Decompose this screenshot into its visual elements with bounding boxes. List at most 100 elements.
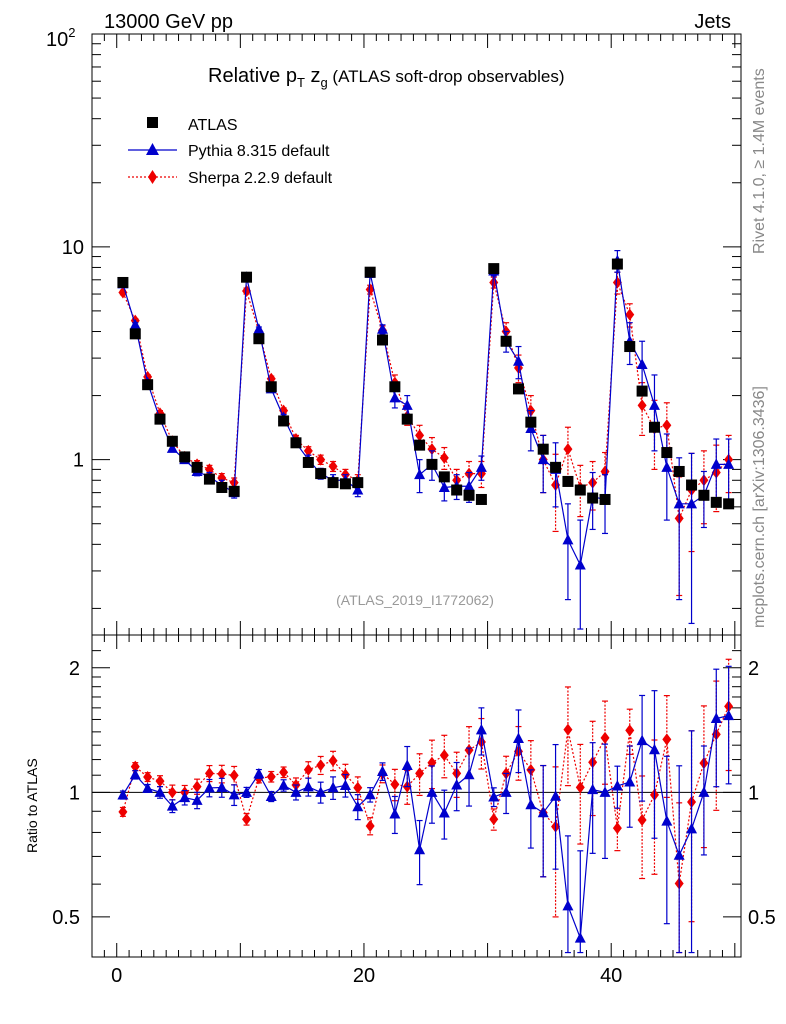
axes-layer: 0 20 40 1 10 102 0.5 0.5 1 1 2 2 (46, 25, 776, 987)
pythia-ratio-point (636, 734, 648, 746)
sherpa-point (217, 471, 227, 484)
atlas-point (624, 341, 636, 353)
atlas-point (599, 493, 611, 505)
x-tick-label: 0 (111, 965, 122, 987)
atlas-point (253, 333, 265, 345)
atlas-point (179, 451, 191, 463)
atlas-point (377, 334, 389, 346)
pythia-point (166, 442, 178, 453)
sherpa-point (439, 451, 449, 464)
pythia-point (352, 484, 364, 495)
ratio-y-tick-label-right: 0.5 (748, 907, 776, 929)
sherpa-ratio-point (155, 775, 165, 788)
sherpa-point (563, 443, 573, 456)
pythia-ratio-point (525, 798, 537, 810)
pythia-ratio-point (723, 709, 735, 721)
chart-title: Relative pT zg (ATLAS soft-drop observab… (208, 65, 565, 90)
pythia-point (661, 461, 673, 472)
pythia-ratio-point (500, 786, 512, 797)
atlas-point (723, 498, 735, 510)
pythia-ratio-point (302, 780, 314, 792)
marks-layer (117, 249, 735, 954)
sherpa-point (316, 453, 326, 466)
sherpa-ratio-point (130, 760, 140, 773)
pythia-ratio-point (673, 849, 685, 860)
atlas-point (315, 468, 327, 480)
pythia-point (562, 533, 574, 545)
pythia-ratio-point (463, 768, 475, 780)
pythia-ratio-point (216, 781, 228, 793)
pythia-point (129, 318, 141, 330)
rivet-label: Rivet 4.1.0, ≥ 1.4M events (751, 68, 768, 254)
pythia-ratio-point (364, 788, 376, 800)
atlas-point (216, 481, 228, 493)
sherpa-ratio-point (279, 766, 289, 779)
legend: ATLAS Pythia 8.315 default Sherpa 2.2.9 … (128, 117, 333, 187)
atlas-point (512, 383, 524, 395)
atlas-point (129, 328, 141, 340)
pythia-ratio-point (648, 743, 660, 755)
atlas-point (241, 271, 253, 283)
sherpa-ratio-point (390, 778, 400, 791)
header-energy: 13000 GeV pp (104, 11, 233, 33)
sherpa-ratio-point (612, 822, 622, 835)
atlas-point (562, 475, 574, 487)
pythia-ratio-point (191, 794, 203, 805)
pythia-point (525, 422, 537, 434)
sherpa-point (427, 443, 437, 456)
atlas-point (698, 489, 710, 501)
pythia-ratio-point (154, 786, 166, 797)
pythia-ratio-point (377, 765, 389, 776)
sherpa-ratio-point (575, 781, 585, 794)
pythia-ratio-point (512, 732, 524, 744)
atlas-point (278, 415, 290, 427)
atlas-point (648, 421, 660, 433)
sherpa-ratio-point (217, 767, 227, 780)
pythia-ratio-point (129, 768, 141, 780)
atlas-point (327, 477, 339, 489)
pythia-ratio-point (698, 786, 710, 797)
pythia-point (253, 323, 265, 334)
atlas-point (166, 435, 178, 447)
x-tick-label: 20 (353, 965, 375, 987)
pythia-ratio-point (426, 786, 438, 797)
pythia-ratio-point (475, 723, 487, 735)
sherpa-ratio-point (662, 733, 672, 746)
pythia-point (401, 399, 413, 410)
sherpa-point (612, 276, 622, 289)
pythia-ratio-point (290, 786, 302, 797)
header-process: Jets (694, 11, 731, 33)
atlas-point (636, 385, 648, 397)
title-mid: z (305, 65, 321, 87)
y-tick-label: 102 (46, 25, 75, 51)
sherpa-point (637, 399, 647, 412)
atlas-point (426, 458, 438, 470)
ratio-y-tick-label-right: 2 (748, 658, 759, 680)
atlas-point (352, 477, 364, 489)
sherpa-ratio-point (365, 820, 375, 833)
pythia-ratio-point (624, 776, 636, 787)
title-sub-t: T (297, 75, 305, 90)
pythia-ratio-point (228, 788, 240, 800)
sherpa-ratio-point (118, 805, 128, 818)
atlas-point (661, 447, 673, 459)
pythia-ratio-point (253, 767, 265, 779)
pythia-ratio-point (574, 932, 586, 943)
pythia-point (648, 399, 660, 410)
sherpa-point (328, 460, 338, 473)
sherpa-point (365, 283, 375, 296)
pythia-ratio-point (686, 822, 698, 834)
sherpa-ratio-point (600, 731, 610, 744)
title-sub-g: g (320, 75, 327, 90)
pythia-ratio-point (438, 806, 450, 818)
ratio-y-tick-label: 1 (69, 782, 80, 804)
pythia-ratio-point (179, 791, 191, 803)
legend-label-sherpa: Sherpa 2.2.9 default (188, 170, 333, 187)
analysis-id: (ATLAS_2019_I1772062) (336, 592, 494, 608)
legend-marker-atlas (147, 117, 158, 128)
ratio-y-tick-label: 2 (69, 658, 80, 680)
ratio-panel-frame (91, 634, 742, 958)
atlas-point (389, 381, 401, 393)
pythia-ratio-point (327, 781, 339, 793)
pythia-ratio-point (550, 790, 562, 801)
